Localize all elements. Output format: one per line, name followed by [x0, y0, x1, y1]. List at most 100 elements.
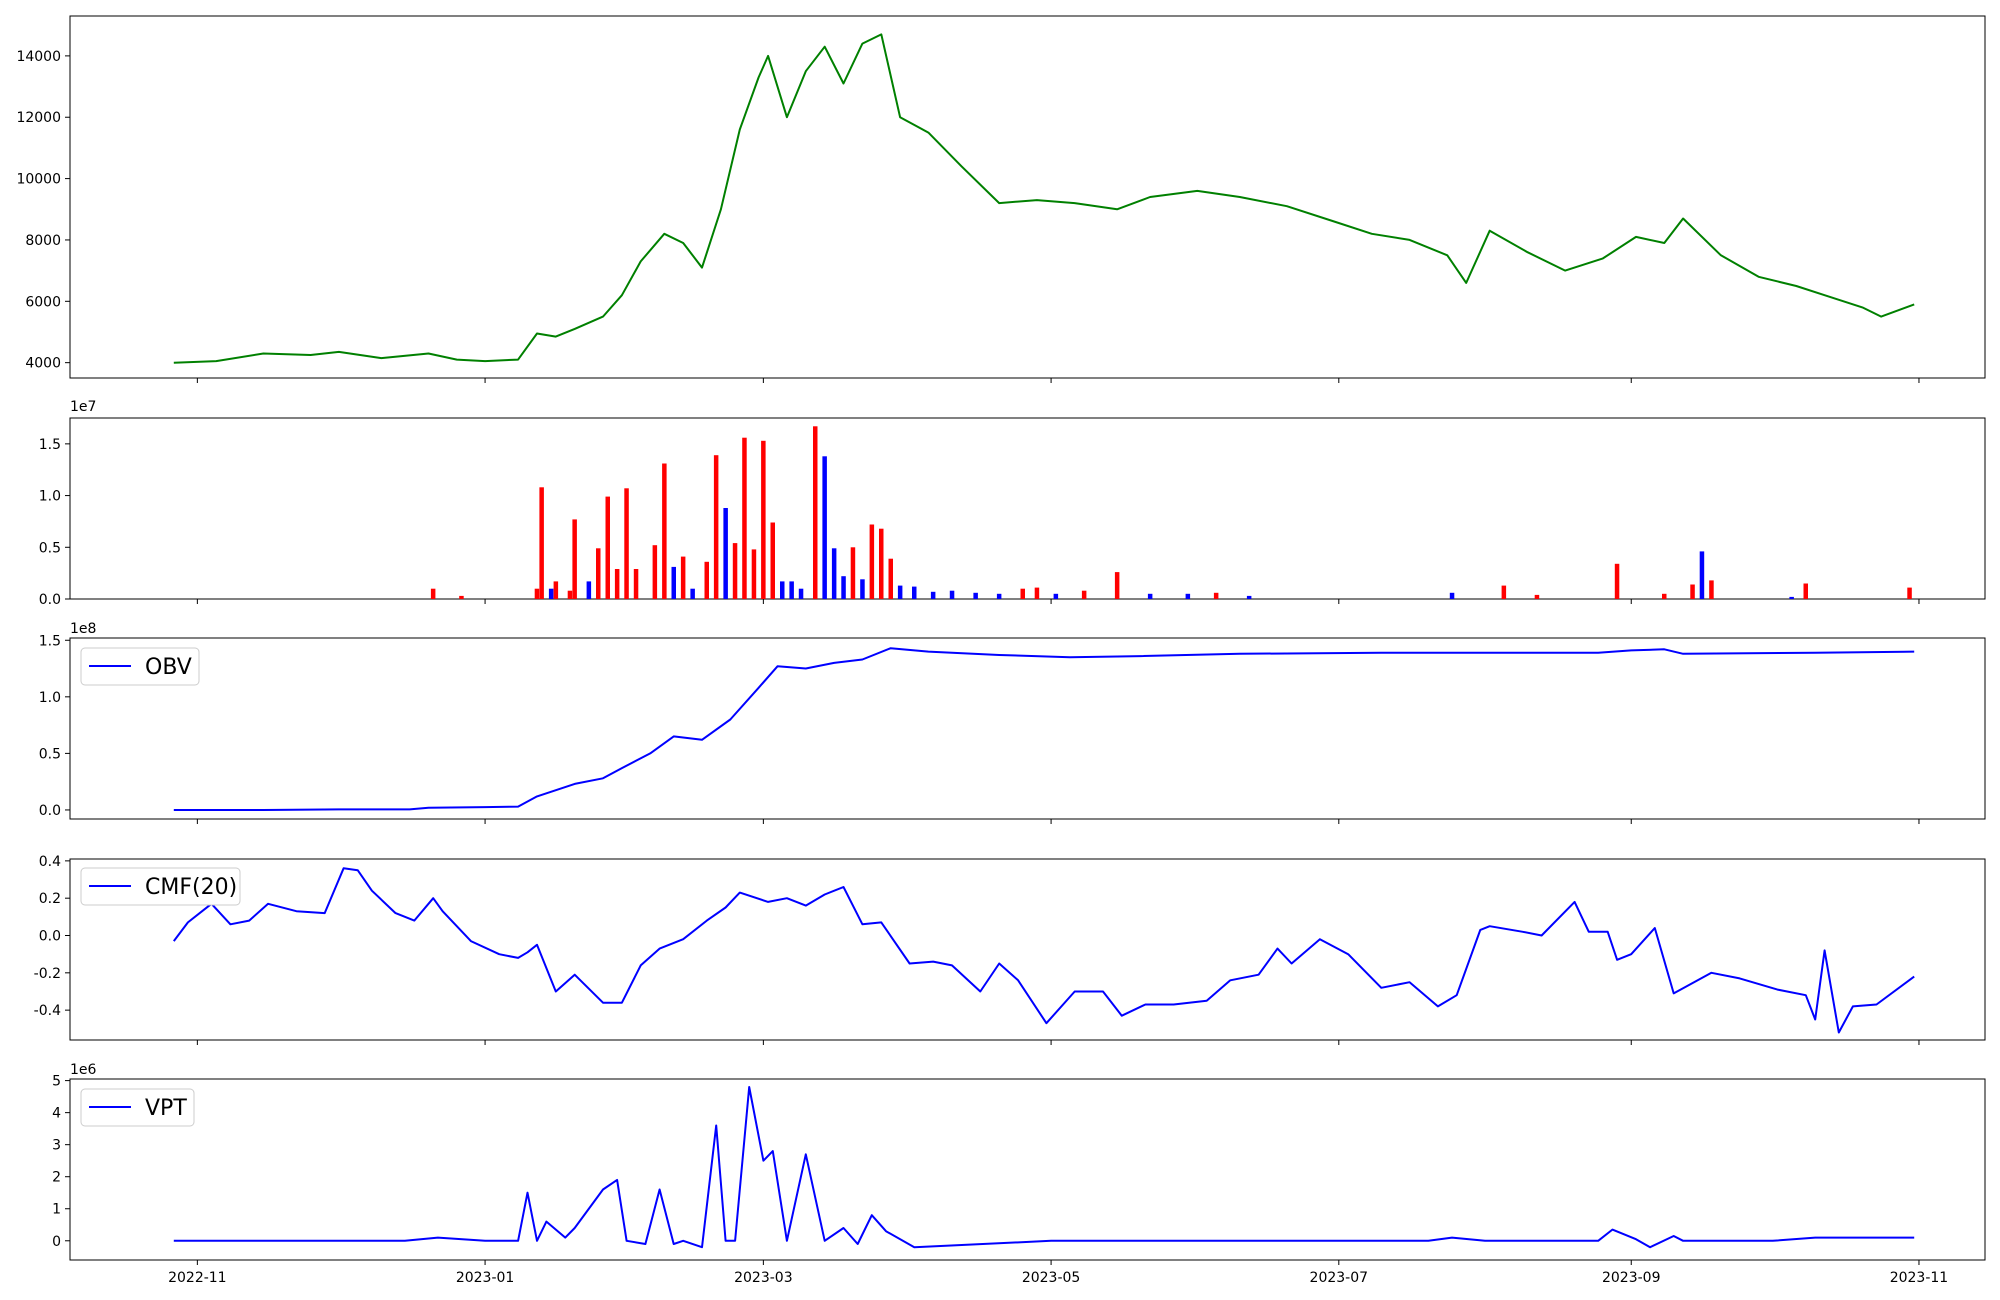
xtick-label: 2023-09	[1602, 1270, 1661, 1286]
volume-bar	[1789, 596, 1794, 599]
volume-bar	[633, 569, 639, 599]
volume-bar	[553, 581, 559, 599]
volume-ytick-label: 1.5	[39, 437, 61, 453]
obv-panel: 1e8 0.0 0.5 1.0 1.5 OBV	[39, 621, 1986, 824]
price-ytick-label: 4000	[25, 356, 61, 372]
volume-bar	[1803, 583, 1808, 599]
volume-bar	[789, 581, 794, 599]
obv-ytick-label: 1.0	[39, 690, 61, 706]
volume-bar	[879, 528, 884, 599]
price-line	[173, 33, 1915, 364]
volume-bar	[704, 561, 709, 599]
obv-legend-box	[80, 647, 200, 686]
volume-bar	[690, 588, 695, 599]
volume-bar	[930, 591, 936, 599]
xtick-label: 2023-05	[1022, 1270, 1081, 1286]
cmf-yticks: -0.4 -0.2 0.0 0.2 0.4	[34, 854, 1920, 1045]
volume-offset-label: 1e7	[70, 399, 96, 415]
volume-bar	[1034, 587, 1040, 599]
volume-bar	[548, 588, 554, 599]
volume-bar	[1147, 593, 1153, 599]
price-yticks: 4000 6000 8000 10000 12000 14000	[16, 49, 1920, 383]
volume-bar	[831, 548, 837, 599]
obv-frame	[69, 637, 1986, 820]
vpt-legend-box	[80, 1088, 195, 1127]
obv-ytick-label: 0.0	[39, 803, 61, 819]
volume-bar	[780, 581, 785, 599]
volume-bar	[1690, 584, 1695, 599]
volume-bar	[742, 437, 747, 599]
cmf-ytick-label: -0.4	[34, 1003, 61, 1019]
vpt-ytick-label: 4	[52, 1106, 61, 1122]
obv-line	[173, 647, 1915, 811]
volume-bar	[761, 440, 766, 599]
xtick-label: 2022-11	[168, 1270, 227, 1286]
volume-bar	[567, 590, 573, 599]
volume-bar	[751, 549, 757, 599]
obv-offset-label: 1e8	[70, 621, 96, 637]
price-series	[173, 33, 1915, 364]
vpt-ytick-label: 1	[52, 1202, 61, 1218]
x-axis: 2022-11 2023-01 2023-03 2023-05 2023-07 2023-…	[168, 1270, 1948, 1286]
volume-bar	[850, 547, 856, 599]
volume-bar	[596, 548, 601, 599]
vpt-line	[173, 1086, 1915, 1249]
volume-bar	[586, 581, 592, 599]
obv-ytick-label: 0.5	[39, 746, 61, 762]
volume-bar	[614, 569, 620, 599]
cmf-line	[173, 867, 1915, 1034]
volume-bar	[973, 592, 978, 599]
xtick-label: 2023-03	[734, 1270, 793, 1286]
volume-bar	[1185, 593, 1191, 599]
xtick-label: 2023-07	[1310, 1270, 1369, 1286]
cmf-panel: -0.4 -0.2 0.0 0.2 0.4 CMF(20)	[34, 854, 1986, 1045]
volume-bar	[1053, 593, 1059, 599]
vpt-series	[173, 1086, 1915, 1249]
volume-bar	[1709, 580, 1714, 599]
cmf-legend-box	[80, 867, 241, 906]
cmf-frame	[69, 858, 1986, 1041]
volume-bar	[869, 524, 875, 599]
volume-bar	[1699, 551, 1705, 599]
volume-bar	[534, 588, 540, 599]
xtick-label: 2023-01	[456, 1270, 515, 1286]
volume-series	[430, 426, 1912, 599]
price-ytick-label: 12000	[16, 110, 61, 126]
xtick-label: 2023-11	[1890, 1270, 1949, 1286]
price-panel: 4000 6000 8000 10000 12000 14000	[16, 15, 1986, 383]
vpt-frame	[69, 1078, 1986, 1261]
vpt-ytick-label: 0	[52, 1234, 61, 1250]
vpt-ytick-label: 3	[52, 1138, 61, 1154]
obv-ytick-label: 1.5	[39, 633, 61, 649]
price-ytick-label: 10000	[16, 172, 61, 188]
volume-bar	[813, 426, 818, 599]
volume-bar	[912, 586, 917, 599]
volume-bar	[723, 508, 728, 599]
volume-bar	[713, 455, 719, 599]
volume-bar	[652, 545, 658, 599]
volume-bar	[539, 487, 544, 599]
volume-bar	[888, 558, 893, 599]
volume-bar	[1081, 590, 1087, 599]
volume-bar	[1614, 563, 1620, 599]
vpt-ytick-label: 2	[52, 1170, 61, 1186]
cmf-series	[173, 867, 1915, 1034]
cmf-ytick-label: 0.4	[39, 854, 61, 870]
volume-bar	[572, 519, 577, 599]
cmf-ytick-label: -0.2	[34, 966, 61, 982]
cmf-ytick-label: 0.2	[39, 891, 61, 907]
volume-bar	[798, 588, 804, 599]
volume-bar	[1213, 592, 1219, 599]
volume-bar	[662, 463, 667, 599]
volume-bar	[1246, 595, 1252, 599]
volume-ytick-label: 0.0	[39, 592, 61, 608]
volume-bar	[860, 579, 865, 599]
volume-bar	[459, 595, 464, 599]
volume-panel: 1e7 0.0 0.5 1.0 1.5	[39, 399, 1986, 608]
volume-bar	[897, 585, 903, 599]
volume-bar	[949, 590, 955, 599]
vpt-ytick-label: 5	[52, 1074, 61, 1090]
cmf-legend: CMF(20)	[80, 867, 241, 906]
volume-bar	[1534, 594, 1540, 599]
volume-bar	[680, 556, 686, 599]
